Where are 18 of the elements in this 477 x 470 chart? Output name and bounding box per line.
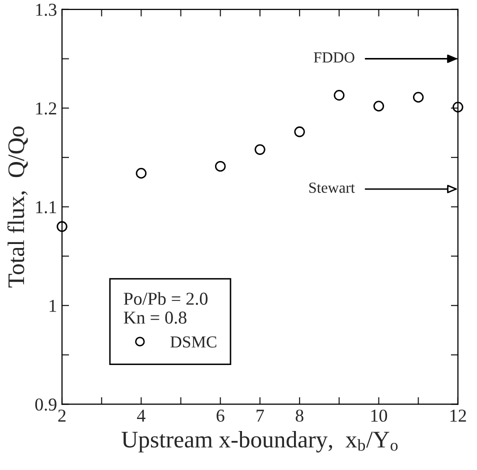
y-tick-label: 1	[50, 300, 56, 312]
x-tick-label: 12	[450, 410, 466, 422]
legend-title: Po/Pb = 2.0 Kn = 0.8	[124, 292, 208, 324]
legend-label: DSMC	[170, 336, 216, 348]
x-axis-title: Upstream x-boundary, x$_{b}$/Y$_{o}$	[122, 430, 398, 452]
x-tick-label: 8	[296, 410, 304, 422]
ref-line-label: FDDO	[314, 52, 354, 63]
x-tick-label: 6	[216, 410, 224, 422]
x-tick-label: 2	[58, 410, 66, 422]
x-tick-label: 7	[256, 410, 264, 422]
y-tick-label: 1.2	[36, 102, 56, 115]
y-tick-label: 1.1	[36, 201, 56, 214]
y-tick-label: 1.3	[36, 4, 56, 16]
ref-line-label: Stewart	[309, 182, 355, 193]
x-tick-label: 10	[371, 410, 388, 422]
y-tick-label: 0.9	[35, 398, 56, 411]
y-axis-title: Total flux, Q/Qo	[7, 126, 28, 288]
x-tick-label: 4	[137, 410, 146, 422]
